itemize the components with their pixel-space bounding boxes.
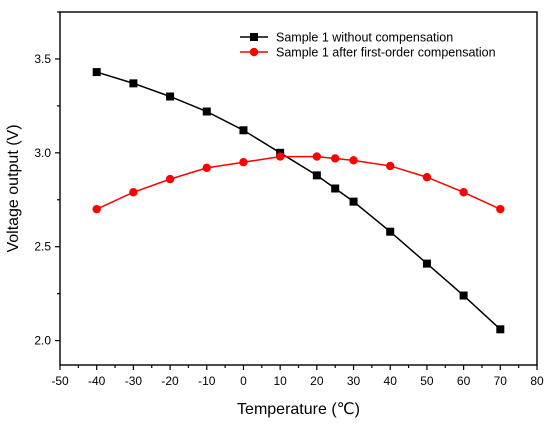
series-line — [96, 71, 501, 330]
data-point — [330, 154, 340, 163]
legend-item-without-compensation: Sample 1 without compensation — [240, 31, 453, 45]
x-tick-label: 70 — [494, 374, 508, 388]
x-tick-label: -20 — [161, 374, 179, 388]
data-point — [459, 291, 468, 300]
series-0 — [92, 68, 505, 334]
data-point — [312, 152, 322, 161]
data-point — [129, 79, 138, 88]
x-tick-label: 20 — [310, 374, 324, 388]
data-point — [166, 92, 175, 101]
series — [92, 68, 505, 334]
x-tick-label: 50 — [420, 374, 434, 388]
data-point — [202, 107, 211, 116]
legend-marker-circle — [249, 47, 259, 57]
data-point — [459, 188, 468, 197]
data-point — [239, 126, 248, 135]
data-point — [386, 161, 395, 171]
data-point — [331, 184, 340, 193]
y-tick-label: 3.5 — [34, 52, 51, 66]
x-tick-label: 40 — [384, 374, 398, 388]
data-point — [496, 204, 505, 214]
x-tick-label: -30 — [125, 374, 143, 388]
data-point — [386, 227, 395, 236]
x-tick-label: 60 — [457, 374, 471, 388]
y-tick-label: 3.0 — [34, 146, 51, 160]
data-point — [496, 325, 505, 334]
y-tick-label: 2.0 — [34, 334, 51, 348]
x-axis-title: Temperature (℃) — [237, 401, 360, 418]
x-tick-label: 0 — [240, 374, 247, 388]
data-point — [349, 156, 358, 165]
x-tick-label: -40 — [88, 374, 106, 388]
x-tick-label: 10 — [273, 374, 287, 388]
legend-label: Sample 1 after first-order compensation — [276, 46, 496, 60]
series-1 — [92, 152, 505, 214]
legend-label: Sample 1 without compensation — [276, 31, 453, 45]
x-tick-label: -50 — [51, 374, 69, 388]
x-tick-label: -10 — [198, 374, 216, 388]
data-point — [239, 158, 248, 167]
data-point — [92, 204, 101, 214]
data-point — [129, 188, 138, 197]
data-point — [165, 174, 175, 184]
data-point — [275, 152, 285, 161]
data-point — [422, 173, 432, 182]
data-point — [312, 171, 321, 180]
data-point — [422, 259, 431, 268]
x-tick-label: 30 — [347, 374, 361, 388]
legend: Sample 1 without compensation Sample 1 a… — [240, 31, 496, 60]
data-point — [202, 163, 211, 173]
legend-item-after-compensation: Sample 1 after first-order compensation — [240, 46, 496, 60]
ticks: -50 -40 -30 -20 -10 0 10 20 30 40 50 60 70 80 2.0 2.5 3.… — [34, 11, 544, 388]
x-tick-label: 80 — [530, 374, 544, 388]
data-point — [349, 197, 358, 206]
y-axis-title: Voltage output (V) — [5, 124, 22, 252]
y-tick-label: 2.5 — [34, 240, 51, 254]
legend-marker-square — [250, 33, 258, 41]
data-point — [92, 68, 101, 77]
